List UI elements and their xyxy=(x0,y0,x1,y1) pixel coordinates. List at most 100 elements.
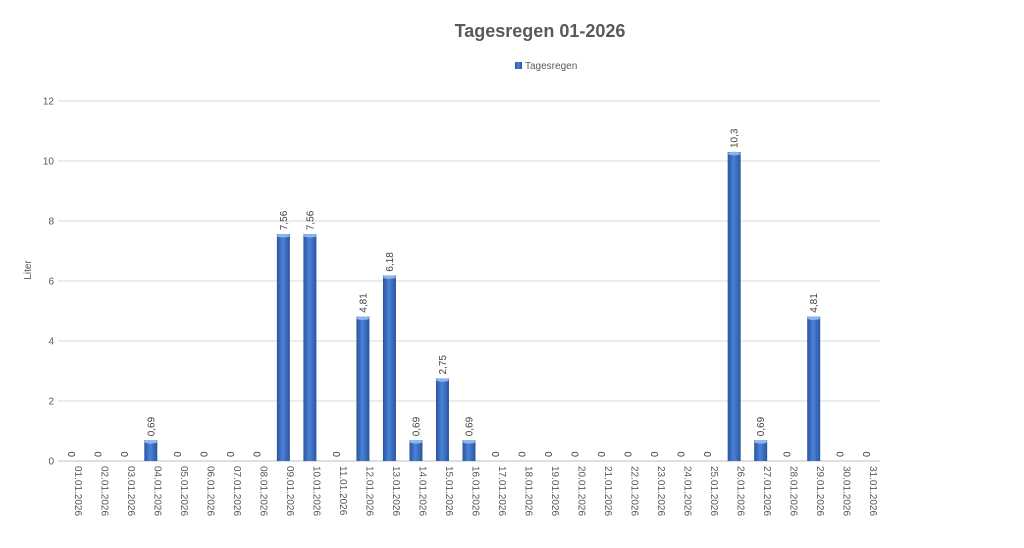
bar xyxy=(727,152,741,461)
x-tick-label: 05.01.2026 xyxy=(178,466,189,516)
data-label: 0 xyxy=(67,451,78,457)
x-tick-label: 03.01.2026 xyxy=(125,466,136,516)
x-tick-label: 06.01.2026 xyxy=(204,466,215,516)
bar xyxy=(382,275,396,461)
y-tick-label: 10 xyxy=(43,157,55,168)
data-label: 0 xyxy=(199,451,210,457)
data-label: 0 xyxy=(120,451,131,457)
y-axis-label: Liter xyxy=(23,260,34,280)
chart-title: Tagesregen 01-2026 xyxy=(455,21,626,41)
x-tick-label: 11.01.2026 xyxy=(337,466,348,516)
data-labels: 0 0 0 0,69 0 0 0 0 7,56 7,56 0 4,81 6,18 0,69 2,75 0,69… xyxy=(67,128,873,457)
data-label: 7,56 xyxy=(279,210,290,230)
x-tick-label: 30.01.2026 xyxy=(841,466,852,516)
data-label: 0 xyxy=(544,451,555,457)
data-label: 0 xyxy=(173,451,184,457)
x-tick-label: 04.01.2026 xyxy=(151,466,162,516)
x-tick-label: 01.01.2026 xyxy=(72,466,83,516)
data-label: 0,69 xyxy=(411,416,422,436)
y-tick-label: 6 xyxy=(48,277,54,288)
x-tick-label: 24.01.2026 xyxy=(682,466,693,516)
x-tick-label: 07.01.2026 xyxy=(231,466,242,516)
data-label: 0 xyxy=(93,451,104,457)
legend-swatch xyxy=(515,62,522,69)
bar-cap xyxy=(462,440,476,444)
bar xyxy=(435,378,449,461)
x-tick-label: 13.01.2026 xyxy=(390,466,401,516)
data-label: 0,69 xyxy=(146,416,157,436)
data-label: 0 xyxy=(332,451,343,457)
data-label: 0 xyxy=(491,451,502,457)
bar-cap xyxy=(303,233,317,238)
data-label: 4,81 xyxy=(809,293,820,313)
x-tick-label: 16.01.2026 xyxy=(470,466,481,516)
data-label: 0 xyxy=(650,451,661,457)
legend: Tagesregen xyxy=(515,61,577,72)
data-label: 0 xyxy=(571,451,582,457)
data-label: 0 xyxy=(597,451,608,457)
data-label: 0,69 xyxy=(465,416,476,436)
legend-label: Tagesregen xyxy=(525,61,577,72)
bar-cap xyxy=(382,275,396,279)
bar-cap xyxy=(276,233,290,238)
x-tick-label: 22.01.2026 xyxy=(629,466,640,516)
bar-cap xyxy=(356,316,370,321)
y-tick-label: 4 xyxy=(48,337,54,348)
data-label: 2,75 xyxy=(438,355,449,375)
x-tick-label: 29.01.2026 xyxy=(814,466,825,516)
x-tick-label: 31.01.2026 xyxy=(867,466,878,516)
data-label: 6,18 xyxy=(385,252,396,272)
x-tick-label: 15.01.2026 xyxy=(443,466,454,516)
x-tick-label: 10.01.2026 xyxy=(310,466,321,516)
x-tick-label: 12.01.2026 xyxy=(363,466,374,516)
bar-cap xyxy=(754,440,768,444)
bar-cap xyxy=(727,151,741,156)
bar xyxy=(807,316,821,461)
x-tick-label: 28.01.2026 xyxy=(788,466,799,516)
data-label: 0 xyxy=(703,451,714,457)
x-tick-label: 02.01.2026 xyxy=(98,466,109,516)
x-tick-label: 21.01.2026 xyxy=(602,466,613,516)
y-tick-label: 0 xyxy=(48,457,54,468)
bar xyxy=(303,234,317,461)
data-label: 0,69 xyxy=(756,416,767,436)
data-label: 0 xyxy=(836,451,847,457)
data-label: 0 xyxy=(677,451,688,457)
bar xyxy=(276,234,290,461)
data-label: 7,56 xyxy=(305,210,316,230)
y-tick-label: 8 xyxy=(48,217,54,228)
y-tick-label: 12 xyxy=(43,97,55,108)
bar xyxy=(144,440,158,461)
bars xyxy=(144,151,821,461)
gridlines xyxy=(58,100,880,462)
x-tick-label: 08.01.2026 xyxy=(257,466,268,516)
bar-cap xyxy=(144,440,158,444)
x-tick-label: 17.01.2026 xyxy=(496,466,507,516)
y-tick-label: 2 xyxy=(48,397,54,408)
bar xyxy=(356,316,370,461)
bar-cap xyxy=(807,316,821,321)
data-label: 0 xyxy=(624,451,635,457)
x-tick-label: 25.01.2026 xyxy=(708,466,719,516)
data-label: 0 xyxy=(862,451,873,457)
data-label: 10,3 xyxy=(730,128,741,148)
x-tick-label: 19.01.2026 xyxy=(549,466,560,516)
data-label: 0 xyxy=(252,451,263,457)
x-tick-label: 27.01.2026 xyxy=(761,466,772,516)
x-axis-ticks: 01.01.2026 02.01.2026 03.01.2026 04.01.2026… xyxy=(72,466,878,516)
x-tick-label: 14.01.2026 xyxy=(416,466,427,516)
x-tick-label: 18.01.2026 xyxy=(523,466,534,516)
data-label: 0 xyxy=(518,451,529,457)
x-tick-label: 09.01.2026 xyxy=(284,466,295,516)
data-label: 4,81 xyxy=(358,293,369,313)
bar xyxy=(409,440,423,461)
bar xyxy=(462,440,476,461)
bar-cap xyxy=(409,440,423,444)
bar-cap xyxy=(435,378,449,382)
data-label: 0 xyxy=(783,451,794,457)
x-tick-label: 23.01.2026 xyxy=(655,466,666,516)
y-axis-ticks: 0 2 4 6 8 10 12 xyxy=(43,97,55,468)
x-tick-label: 26.01.2026 xyxy=(735,466,746,516)
